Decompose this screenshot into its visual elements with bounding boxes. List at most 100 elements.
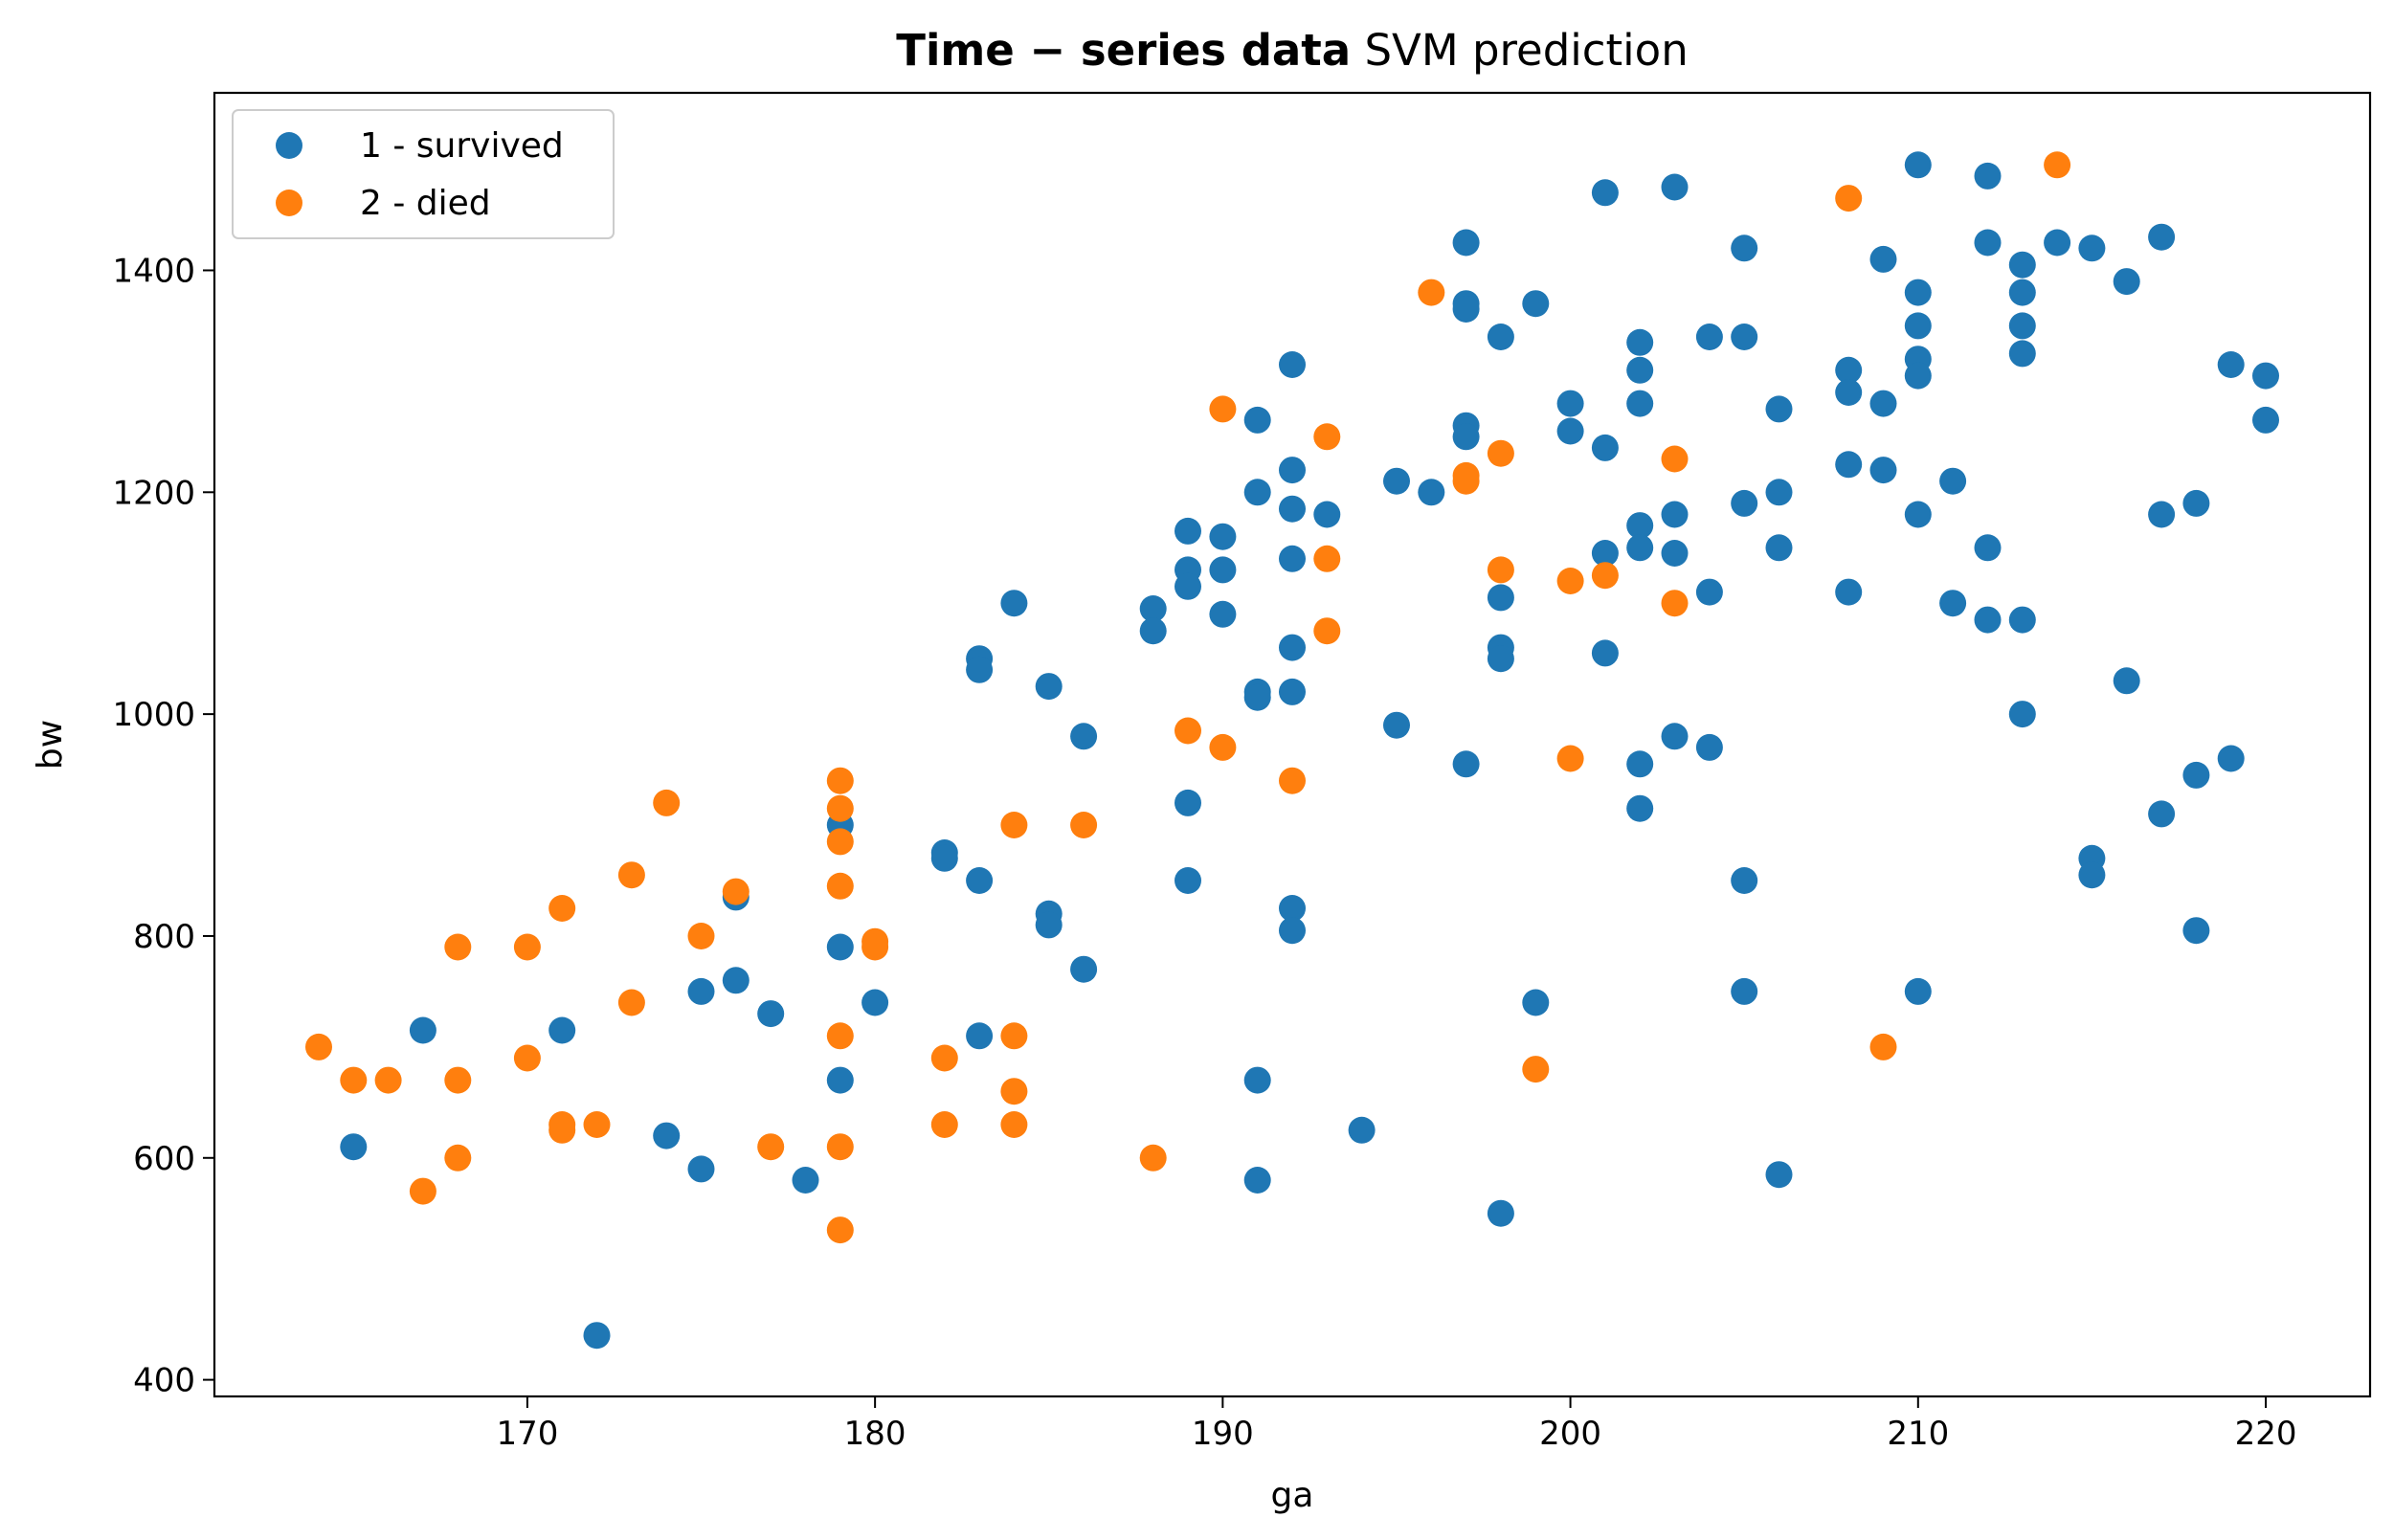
data-point — [826, 1216, 854, 1244]
data-point — [930, 1111, 958, 1138]
data-point — [2044, 229, 2071, 257]
data-point — [1000, 1111, 1028, 1138]
data-point — [1279, 917, 1306, 945]
data-point — [1418, 479, 1445, 506]
data-point — [1626, 512, 1654, 540]
data-point — [1279, 457, 1306, 484]
data-point — [1139, 617, 1167, 645]
data-point — [1731, 234, 1758, 262]
data-point — [1313, 545, 1341, 572]
x-tick-label: 180 — [844, 1415, 906, 1453]
data-point — [1904, 312, 1932, 340]
data-point — [1452, 423, 1480, 451]
data-point — [2113, 667, 2140, 695]
y-axis-label: bw — [31, 720, 70, 770]
data-point — [1522, 290, 1550, 318]
data-point — [1731, 867, 1758, 894]
data-point — [1139, 595, 1167, 622]
data-point — [340, 1066, 368, 1094]
data-point — [2148, 501, 2176, 528]
x-tick-label: 220 — [2235, 1415, 2297, 1453]
data-point — [1279, 895, 1306, 922]
y-tick-label: 1000 — [112, 696, 195, 734]
data-point — [409, 1177, 436, 1205]
data-point — [1626, 534, 1654, 562]
data-point — [1139, 1144, 1167, 1172]
data-point — [1869, 1033, 1897, 1060]
x-tick-label: 210 — [1887, 1415, 1949, 1453]
chart-title-bold: Time − series data — [896, 25, 1351, 76]
data-point — [2078, 861, 2106, 889]
data-point — [1175, 572, 1201, 600]
points-layer — [305, 151, 2279, 1350]
data-point — [444, 1144, 472, 1172]
data-point — [1835, 451, 1863, 479]
data-point — [1974, 229, 2002, 257]
data-point — [1279, 767, 1306, 794]
data-point — [1487, 556, 1514, 584]
legend-label-survived: 1 - survived — [360, 126, 564, 166]
x-tick-label: 190 — [1192, 1415, 1254, 1453]
y-tick-label: 400 — [133, 1362, 195, 1400]
data-point — [1487, 1199, 1514, 1227]
data-point — [1209, 523, 1237, 550]
y-tick-label: 1400 — [112, 252, 195, 290]
data-point — [1452, 750, 1480, 778]
data-point — [1695, 324, 1723, 350]
data-point — [444, 1066, 472, 1094]
data-point — [966, 1022, 994, 1050]
data-point — [1626, 794, 1654, 822]
data-point — [1974, 162, 2002, 190]
chart-title-normal: SVM prediction — [1351, 25, 1689, 76]
data-point — [1695, 578, 1723, 606]
data-point — [617, 861, 645, 889]
data-point — [1904, 501, 1932, 528]
data-point — [1452, 467, 1480, 495]
data-point — [1175, 517, 1201, 545]
data-point — [305, 1033, 332, 1060]
data-point — [1175, 867, 1201, 894]
data-point — [1452, 296, 1480, 323]
x-ticks: 170 180 190 200 210 220 — [496, 1396, 2296, 1453]
data-point — [548, 895, 576, 922]
data-point — [1035, 673, 1063, 701]
data-point — [1209, 395, 1237, 423]
data-point — [2252, 362, 2279, 390]
data-point — [1591, 179, 1619, 207]
data-point — [1765, 479, 1793, 506]
data-point — [1452, 229, 1480, 257]
data-point — [1939, 590, 1967, 617]
data-point — [1869, 245, 1897, 273]
y-tick-label: 600 — [133, 1140, 195, 1178]
data-point — [826, 794, 854, 822]
data-point — [1626, 356, 1654, 384]
data-point — [1279, 495, 1306, 523]
data-point — [1487, 439, 1514, 467]
data-point — [826, 1022, 854, 1050]
data-point — [1279, 634, 1306, 661]
data-point — [1904, 977, 1932, 1005]
data-point — [2148, 223, 2176, 251]
data-point — [513, 1044, 541, 1072]
legend-marker-survived — [276, 132, 302, 159]
data-point — [1279, 678, 1306, 705]
data-point — [757, 1000, 785, 1028]
series-died — [305, 151, 2071, 1244]
data-point — [722, 967, 750, 994]
data-point — [2008, 701, 2036, 728]
data-point — [548, 1116, 576, 1144]
x-tick-label: 200 — [1539, 1415, 1601, 1453]
data-point — [2217, 351, 2245, 378]
legend: 1 - survived 2 - died — [232, 109, 615, 239]
data-point — [1313, 617, 1341, 645]
data-point — [583, 1322, 611, 1350]
data-point — [1835, 185, 1863, 212]
data-point — [966, 867, 994, 894]
data-point — [1000, 590, 1028, 617]
data-point — [1348, 1116, 1376, 1144]
data-point — [1070, 955, 1098, 983]
data-point — [1626, 750, 1654, 778]
x-axis-label: ga — [1271, 1476, 1314, 1515]
data-point — [2008, 279, 2036, 306]
data-point — [1904, 279, 1932, 306]
